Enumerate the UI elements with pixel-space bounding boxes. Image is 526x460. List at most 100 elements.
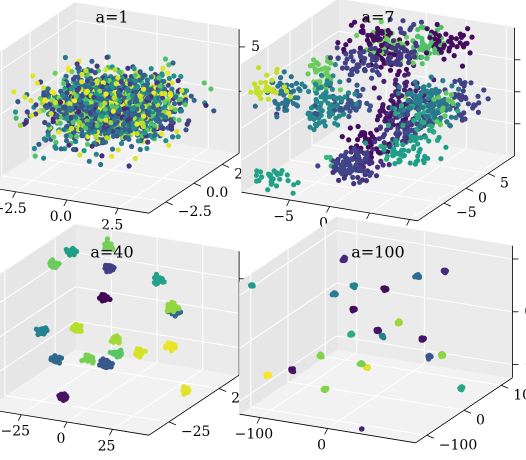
scatter-point [162, 99, 168, 105]
scatter-point [169, 124, 175, 130]
scatter-point [355, 153, 361, 159]
x-tick-mark [109, 429, 113, 436]
scatter-point [109, 103, 115, 109]
scatter-point [373, 328, 379, 334]
grid-line [0, 320, 76, 372]
scatter-point [313, 69, 319, 75]
scatter-point [67, 101, 73, 107]
scatter-point [307, 115, 313, 121]
scatter-point [432, 47, 438, 53]
scatter-point [183, 127, 189, 133]
scatter-point [110, 108, 116, 114]
subplot-title: a=1 [95, 8, 128, 27]
scatter-point [314, 111, 320, 117]
scatter-point [400, 122, 406, 128]
scatter-point [284, 100, 291, 106]
scatter-point [285, 178, 291, 184]
scatter-point [336, 177, 342, 183]
y-tick-label: 0.0 [206, 185, 228, 201]
scatter-point [79, 93, 85, 99]
scatter-point [355, 137, 361, 143]
scatter-point [358, 426, 365, 432]
scatter-point [145, 111, 151, 117]
scatter-point [117, 69, 123, 75]
scatter-point [469, 34, 475, 40]
scatter-point [99, 297, 106, 304]
scatter-point [349, 71, 355, 77]
scatter-point [105, 364, 111, 370]
scatter-point [121, 126, 127, 132]
grid-line [0, 286, 76, 338]
scatter-point [417, 124, 423, 130]
scatter-point [423, 50, 430, 56]
scatter-point [33, 111, 39, 117]
scatter-point [439, 107, 445, 113]
scatter-point [326, 105, 333, 111]
scatter-point [264, 84, 270, 90]
scatter-point [438, 351, 444, 358]
scatter-point [171, 73, 177, 79]
scatter-point [69, 69, 75, 75]
scatter-point [142, 82, 148, 88]
scatter-point [136, 77, 143, 83]
scatter-point [419, 54, 425, 60]
scatter-point [403, 83, 409, 89]
x-tick-mark [366, 212, 370, 220]
scatter-point [348, 22, 354, 28]
grid-line [267, 174, 445, 204]
scatter-point [363, 155, 369, 162]
scatter-point [425, 45, 431, 52]
scatter-point [455, 108, 461, 114]
scatter-point [98, 161, 104, 168]
scatter-point [408, 138, 414, 144]
scatter-point [334, 102, 340, 108]
x-tick-label: −100 [235, 427, 273, 443]
scatter-point [453, 36, 459, 42]
scatter-point [456, 92, 462, 98]
scatter-point [308, 105, 315, 111]
scatter-point [281, 84, 287, 90]
scatter-point [397, 113, 403, 119]
scatter-point [169, 86, 175, 92]
scatter-point [107, 245, 113, 251]
scatter-point [411, 144, 417, 150]
scatter-points [248, 16, 491, 196]
scatter-point [114, 354, 120, 360]
scatter-point [94, 63, 100, 69]
scatter-point [142, 130, 148, 136]
scatter-point [68, 115, 74, 121]
scatter-point [432, 114, 438, 120]
scatter-point [318, 100, 324, 106]
scatter-point [452, 78, 458, 85]
scatter-point [356, 361, 362, 367]
scatter-point [381, 78, 387, 84]
scatter-point [129, 112, 135, 118]
scatter-point [49, 89, 55, 95]
scatter-point [44, 104, 50, 110]
scatter-points [11, 54, 217, 169]
x-tick-mark [286, 199, 290, 207]
scatter-point [361, 49, 367, 55]
scatter-point [425, 90, 431, 96]
scatter-point [400, 141, 406, 148]
scatter-point [89, 58, 95, 64]
scatter-point [270, 176, 276, 182]
scatter-point [328, 94, 334, 100]
scatter-point [414, 83, 420, 90]
z-tick-label: 5 [251, 39, 260, 55]
scatter-point [104, 135, 110, 141]
scatter-point [339, 65, 346, 71]
scatter-point [389, 105, 395, 111]
scatter-points [33, 236, 192, 403]
scatter-point [127, 100, 133, 106]
scatter-point [284, 107, 290, 113]
scatter-point [414, 34, 421, 40]
scatter-point [384, 36, 390, 42]
scatter-point [115, 147, 121, 153]
scatter-point [424, 55, 430, 61]
scatter-point [103, 117, 109, 123]
scatter-point [166, 142, 172, 148]
scatter-point [45, 122, 52, 128]
scatter-point [31, 145, 37, 152]
scatter-point [62, 54, 68, 61]
